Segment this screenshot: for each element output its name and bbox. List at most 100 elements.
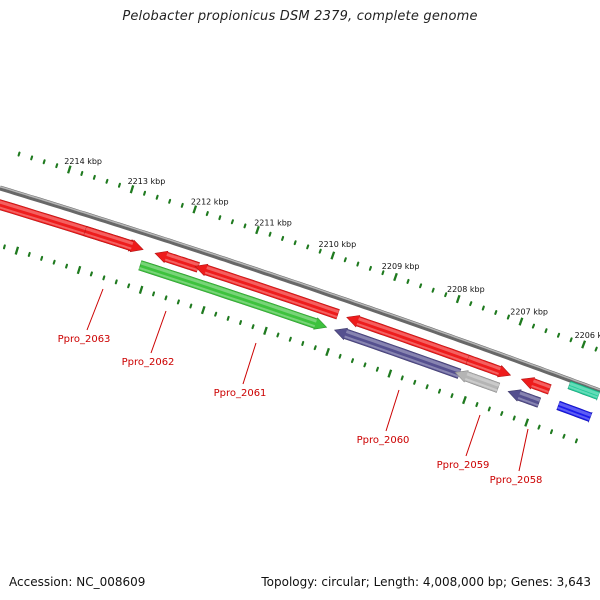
feature-arrow-unlabeled-gloss [558,402,592,417]
feature-arrow-unlabeled-edge [568,385,598,399]
inner-tick [152,291,156,297]
gene-arrow-ppro_2060 [333,327,462,379]
inner-tick [450,393,454,399]
scale-tick [444,292,448,298]
scale-tick [155,194,159,200]
feature-arrow-unlabeled-edge [164,258,198,271]
gene-label: Ppro_2061 [214,388,267,399]
scale-tick [406,278,410,284]
inner-tick [176,299,180,305]
inner-tick [14,246,20,255]
scale-tick [268,231,272,237]
inner-tick [562,433,566,439]
inner-tick [200,305,206,315]
inner-tick [500,411,504,416]
scale-tick-label: 2209 kbp [382,262,420,271]
gene-arrow-ppro_2061 [194,263,340,320]
feature-arrow-unlabeled-gloss [166,253,200,267]
map-layer: 2214 kbp 2213 kbp 2212 kbp 2211 kbp 2210 kbp… [0,151,600,486]
gene-arrow-ppro_2061-edge [204,271,338,318]
feature-arrow-unlabeled-edge [466,361,499,375]
inner-tick [138,285,144,294]
scale-tick [518,317,524,326]
inner-tick [164,295,168,301]
gene-arrow-ppro_2058 [507,389,542,408]
inner-tick [251,324,255,330]
gene-arrow-ppro_2060-gloss [345,330,461,373]
inner-tick [338,353,342,359]
feature-arrow-unlabeled-gloss [569,382,600,396]
inner-tick [425,384,429,390]
gene-arrow-ppro_2063-edge [84,232,132,250]
scale-tick [393,272,398,282]
genome-backbone-highlight [0,185,600,391]
scale-tick [105,178,109,184]
gene-arrow-ppro_2059-gloss [466,372,500,387]
gene-label: Ppro_2060 [357,435,410,446]
scale-tick [431,287,435,293]
inner-tick [263,326,268,335]
inner-tick [214,311,218,317]
inner-tick [114,279,118,285]
genome-backbone [0,185,600,394]
gene-arrow-ppro_2059-edge [464,377,498,392]
gene-label: Ppro_2062 [122,357,175,368]
scale-tick-label: 2208 kbp [447,285,485,294]
inner-tick [313,345,317,351]
scale-tick [356,261,360,267]
gene-label: Ppro_2059 [437,460,490,471]
scale-tick [494,310,498,315]
inner-tick [512,415,516,421]
scale-tick [92,174,96,180]
scale-tick [581,340,587,349]
scale-tick [419,283,423,289]
gene-label-leader [242,342,257,385]
inner-tick [89,271,93,277]
gene-arrow-ppro_2059 [454,370,501,393]
scale-tick-label: 2212 kbp [191,198,229,207]
accession-text: Accession: NC_008609 [9,575,146,589]
scale-tick [531,323,536,329]
inner-tick [65,263,69,269]
scale-tick [143,190,147,196]
inner-tick [276,332,280,338]
inner-tick [2,244,6,250]
scale-tick-label: 2214 kbp [64,157,102,166]
gene-label-leader [518,428,529,472]
scale-tick [180,202,184,208]
scale-tick [117,182,121,188]
scale-tick [255,225,260,235]
inner-tick [537,424,541,430]
feature-arrow-unlabeled [154,250,200,273]
gene-arrow-ppro_2058-gloss [519,391,541,402]
inner-tick [524,418,530,427]
feature-arrow-unlabeled [556,400,593,423]
scale-tick [381,270,385,276]
feature-arrow-unlabeled-gloss [532,379,551,389]
inner-tick [475,402,479,408]
feature-arrow-unlabeled [567,380,600,401]
gene-arrow-ppro_2062-gloss [140,261,317,323]
inner-tick [226,315,230,321]
gene-arrow-ppro_2061-gloss [206,266,340,314]
inner-tick [189,303,193,309]
scale-tick [318,248,322,254]
gene-label: Ppro_2058 [490,475,543,486]
scale-tick-label: 2211 kbp [254,218,292,227]
scale-tick [80,170,84,176]
feature-arrow-unlabeled [520,377,552,395]
inner-tick [301,340,305,346]
scale-tick [230,219,234,225]
feature-arrow-unlabeled [346,315,471,366]
scale-tick [506,314,510,320]
gene-label-leader [150,310,167,354]
scale-tick [544,328,548,334]
inner-tick [400,375,404,381]
scale-tick [556,332,561,338]
gene-label-leader [385,389,400,432]
gene-arrow-ppro_2063 [83,225,144,253]
scale-tick [205,211,209,217]
scale-tick [17,151,21,157]
scale-tick-label: 2206 kbp [575,331,600,340]
feature-arrow-unlabeled-edge [557,406,590,421]
